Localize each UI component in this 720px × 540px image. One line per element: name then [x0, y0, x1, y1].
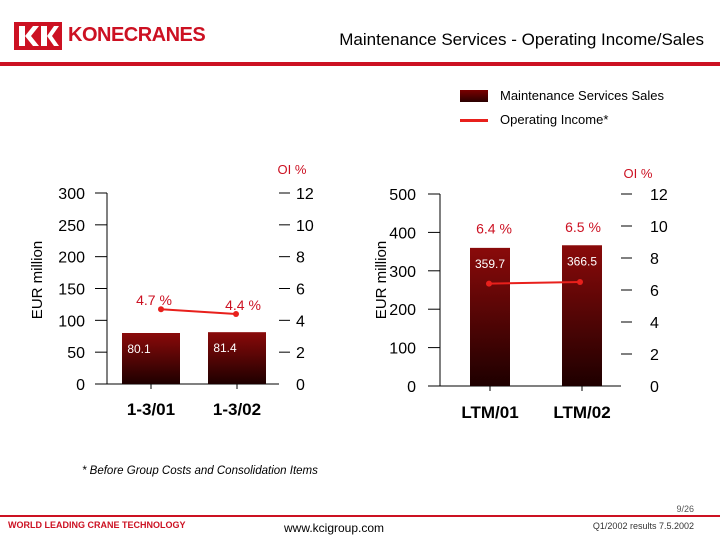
- y2-tick-label: 0: [650, 379, 659, 396]
- sales-bar: [122, 333, 180, 384]
- operating-income-label: 4.7 %: [136, 292, 172, 308]
- page-number: 9/26: [676, 504, 694, 514]
- y2-tick-label: 6: [650, 283, 659, 300]
- page-title: Maintenance Services - Operating Income/…: [339, 30, 704, 49]
- sales-bar: [562, 245, 602, 386]
- footer-divider: [0, 515, 720, 517]
- legend-swatch-bar: [460, 90, 488, 102]
- y2-tick-label: 12: [650, 187, 668, 204]
- y2-tick-label: 0: [296, 377, 305, 394]
- operating-income-point: [233, 310, 239, 317]
- x-category-label: 1-3/01: [127, 400, 175, 419]
- y-tick-label: 500: [389, 187, 416, 204]
- bar-value-label: 366.5: [567, 254, 597, 268]
- y-axis-title: EUR million: [373, 241, 390, 319]
- y-tick-label: 200: [58, 250, 85, 267]
- operating-income-label: 4.4 %: [225, 297, 261, 313]
- y-tick-label: 200: [389, 302, 416, 319]
- x-category-label: LTM/02: [553, 403, 610, 420]
- y2-tick-label: 4: [650, 315, 659, 332]
- y2-tick-label: 2: [296, 345, 305, 362]
- footnote: * Before Group Costs and Consolidation I…: [82, 465, 318, 477]
- logo-mark-icon: [14, 22, 62, 50]
- operating-income-point: [486, 280, 492, 287]
- y2-axis-title: OI %: [278, 162, 307, 177]
- operating-income-label: 6.4 %: [476, 221, 512, 237]
- operating-income-line: [488, 281, 581, 285]
- y2-tick-label: 10: [296, 218, 314, 235]
- x-category-label: LTM/01: [461, 403, 518, 420]
- y-tick-label: 0: [407, 379, 416, 396]
- chart-legend: Maintenance Services Sales Operating Inc…: [460, 88, 710, 132]
- sales-bar: [208, 332, 266, 384]
- y-tick-label: 250: [58, 218, 85, 235]
- operating-income-point: [158, 306, 164, 313]
- operating-income-line: [160, 308, 237, 315]
- footer-tagline: WORLD LEADING CRANE TECHNOLOGY: [8, 520, 186, 530]
- y2-tick-label: 6: [296, 282, 305, 299]
- y-tick-label: 50: [67, 345, 85, 362]
- y-tick-label: 100: [389, 341, 416, 358]
- y2-tick-label: 8: [650, 251, 659, 268]
- footer-results-date: Q1/2002 results 7.5.2002: [592, 521, 694, 531]
- y-tick-label: 300: [58, 186, 85, 203]
- y2-tick-label: 12: [296, 186, 314, 203]
- sales-bar: [470, 247, 510, 386]
- legend-item-sales: Maintenance Services Sales: [460, 88, 710, 106]
- footer-website: www.kcigroup.com: [284, 521, 385, 535]
- y-tick-label: 300: [389, 264, 416, 281]
- y2-tick-label: 8: [296, 250, 305, 267]
- header: KONECRANES Maintenance Services - Operat…: [0, 0, 720, 62]
- operating-income-point: [577, 279, 583, 285]
- y-tick-label: 100: [58, 313, 85, 330]
- bar-value-label: 81.4: [213, 341, 237, 355]
- header-divider: [0, 62, 720, 66]
- legend-label-sales: Maintenance Services Sales: [500, 88, 665, 103]
- y-tick-label: 400: [389, 225, 416, 242]
- y-tick-label: 150: [58, 282, 85, 299]
- x-category-label: 1-3/02: [213, 400, 261, 419]
- y-axis-title: EUR million: [29, 241, 46, 319]
- bar-value-label: 359.7: [475, 257, 505, 271]
- legend-item-operating-income: Operating Income*: [460, 112, 710, 130]
- y2-axis-title: OI %: [624, 166, 653, 181]
- y2-tick-label: 4: [296, 313, 305, 330]
- y2-tick-label: 10: [650, 219, 668, 236]
- legend-swatch-line: [460, 119, 488, 122]
- legend-label-operating-income: Operating Income*: [500, 112, 609, 127]
- y2-tick-label: 2: [650, 347, 659, 364]
- y-tick-label: 0: [76, 377, 85, 394]
- company-logo: KONECRANES: [14, 22, 206, 52]
- logo-wordmark: KONECRANES: [68, 24, 206, 46]
- operating-income-label: 6.5 %: [565, 219, 601, 235]
- bar-value-label: 80.1: [127, 342, 151, 356]
